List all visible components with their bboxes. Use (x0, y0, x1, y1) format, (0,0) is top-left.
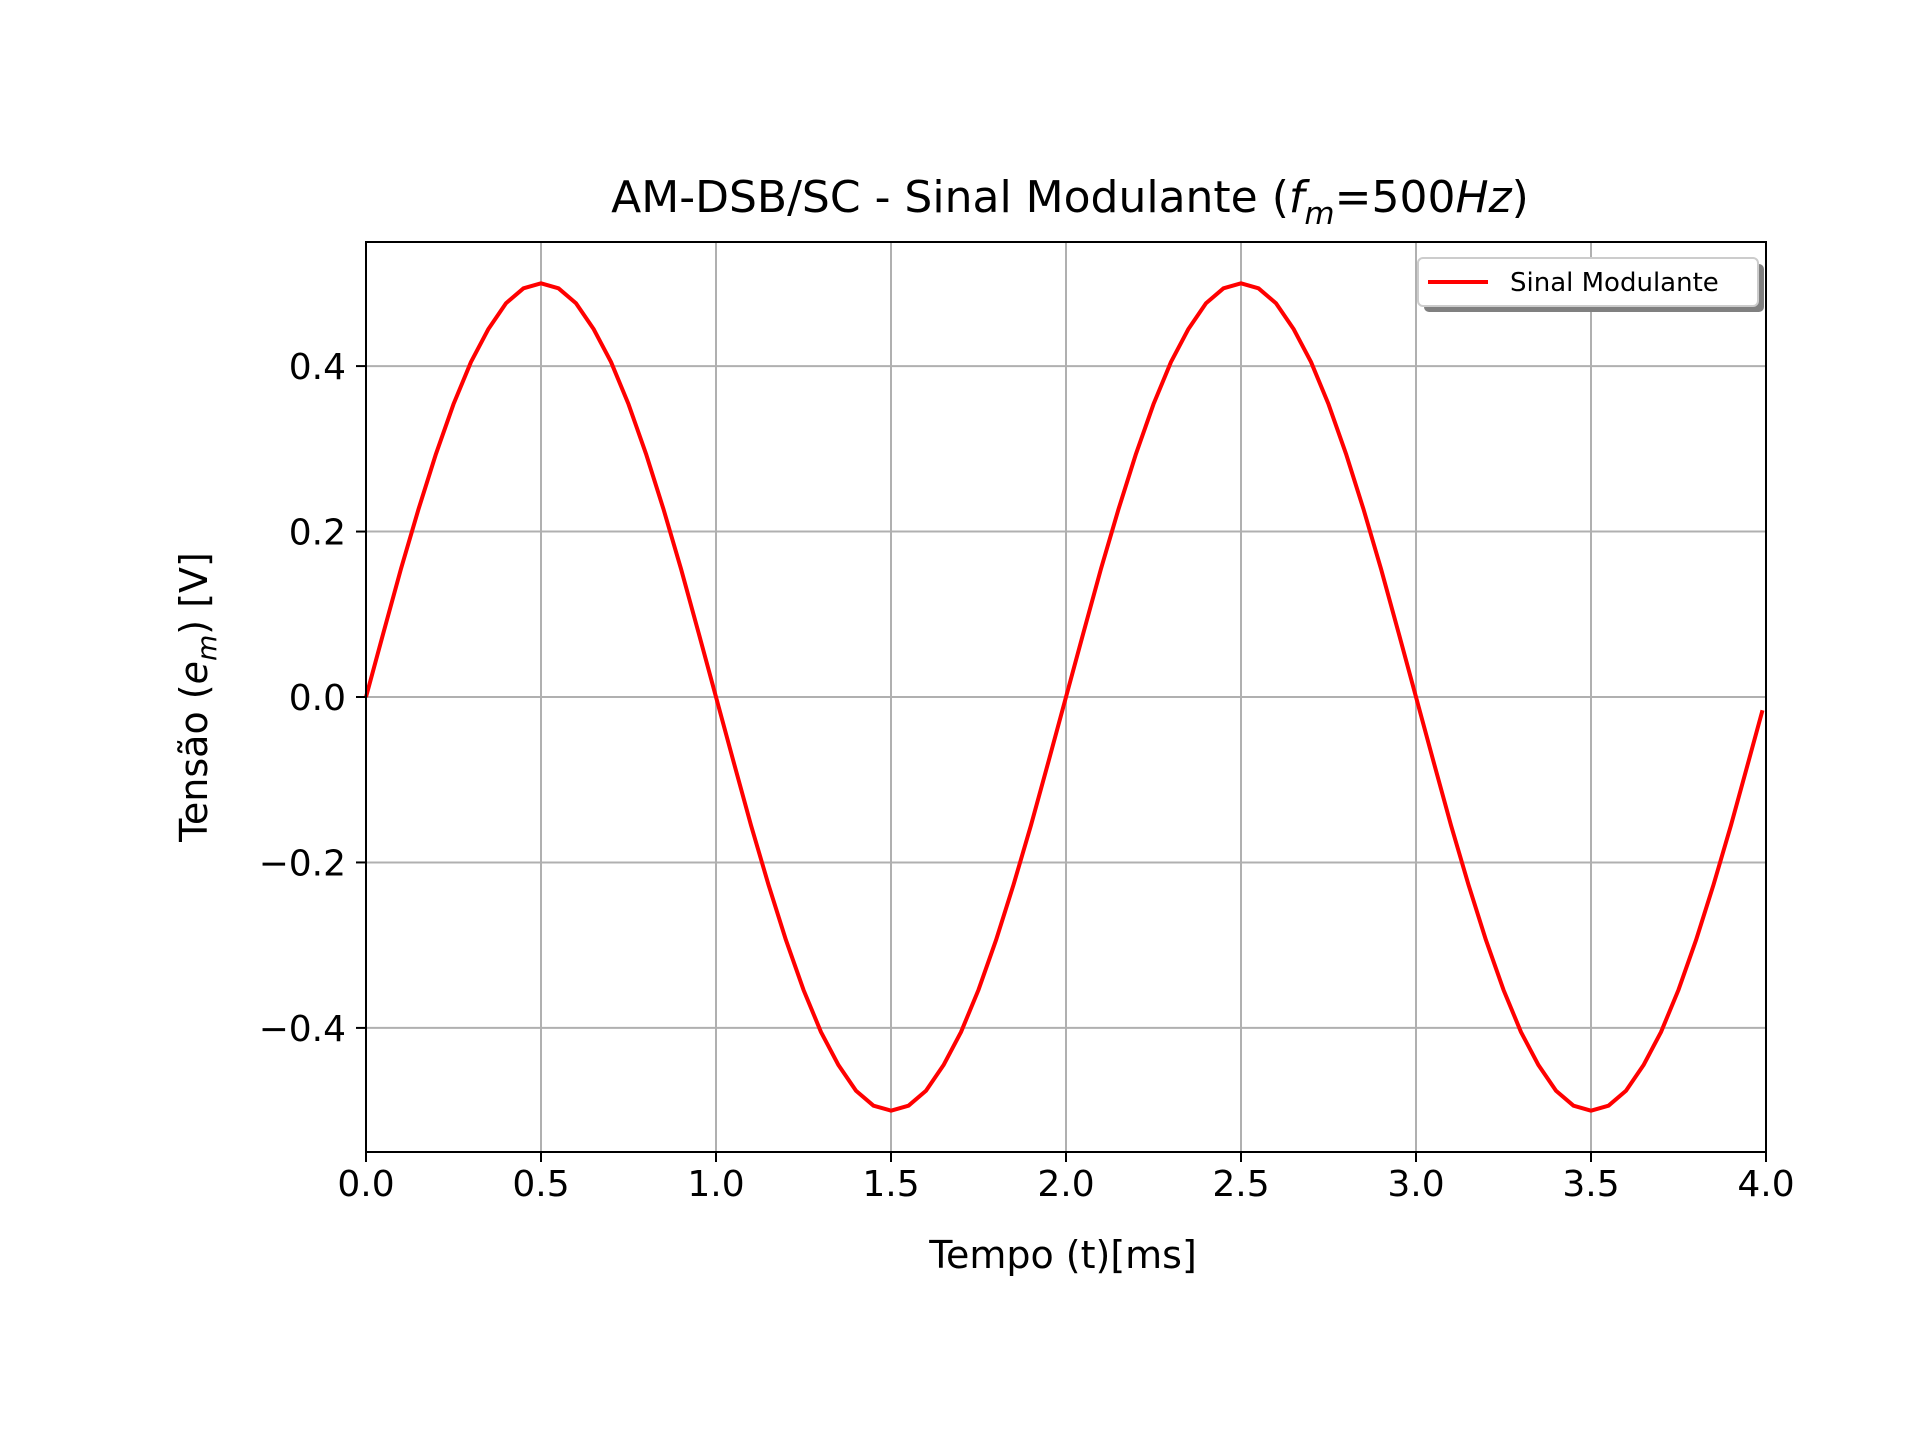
x-tick-label: 2.0 (1037, 1164, 1094, 1205)
y-axis-label: Tensão (em) [V] (172, 552, 223, 843)
legend-label: Sinal Modulante (1510, 268, 1719, 298)
y-tick-label: −0.2 (259, 843, 346, 884)
x-axis: 0.0 0.5 1.0 1.5 2.0 2.5 3.0 3.5 4.0 (337, 1152, 1795, 1205)
x-tick-label: 4.0 (1737, 1164, 1794, 1205)
series-line (364, 281, 1765, 1113)
y-tick-label: 0.4 (289, 347, 346, 388)
x-tick-label: 3.0 (1387, 1164, 1444, 1205)
x-tick-label: 2.5 (1212, 1164, 1269, 1205)
y-tick-label: 0.0 (289, 678, 346, 719)
y-tick-label: 0.2 (289, 513, 346, 554)
x-tick-label: 0.5 (512, 1164, 569, 1205)
legend: Sinal Modulante (1417, 257, 1764, 312)
y-axis: 0.4 0.2 0.0 −0.2 −0.4 (259, 347, 366, 1050)
legend-box (1417, 257, 1759, 307)
x-tick-label: 1.5 (862, 1164, 919, 1205)
x-tick-label: 1.0 (687, 1164, 744, 1205)
series-layer (364, 281, 1765, 1113)
y-tick-label: −0.4 (259, 1009, 346, 1050)
x-tick-label: 3.5 (1562, 1164, 1619, 1205)
x-axis-label: Tempo (t)[ms] (928, 1233, 1197, 1277)
chart-title: AM-DSB/SC - Sinal Modulante (fm=500Hz) (611, 172, 1529, 232)
x-tick-label: 0.0 (337, 1164, 394, 1205)
